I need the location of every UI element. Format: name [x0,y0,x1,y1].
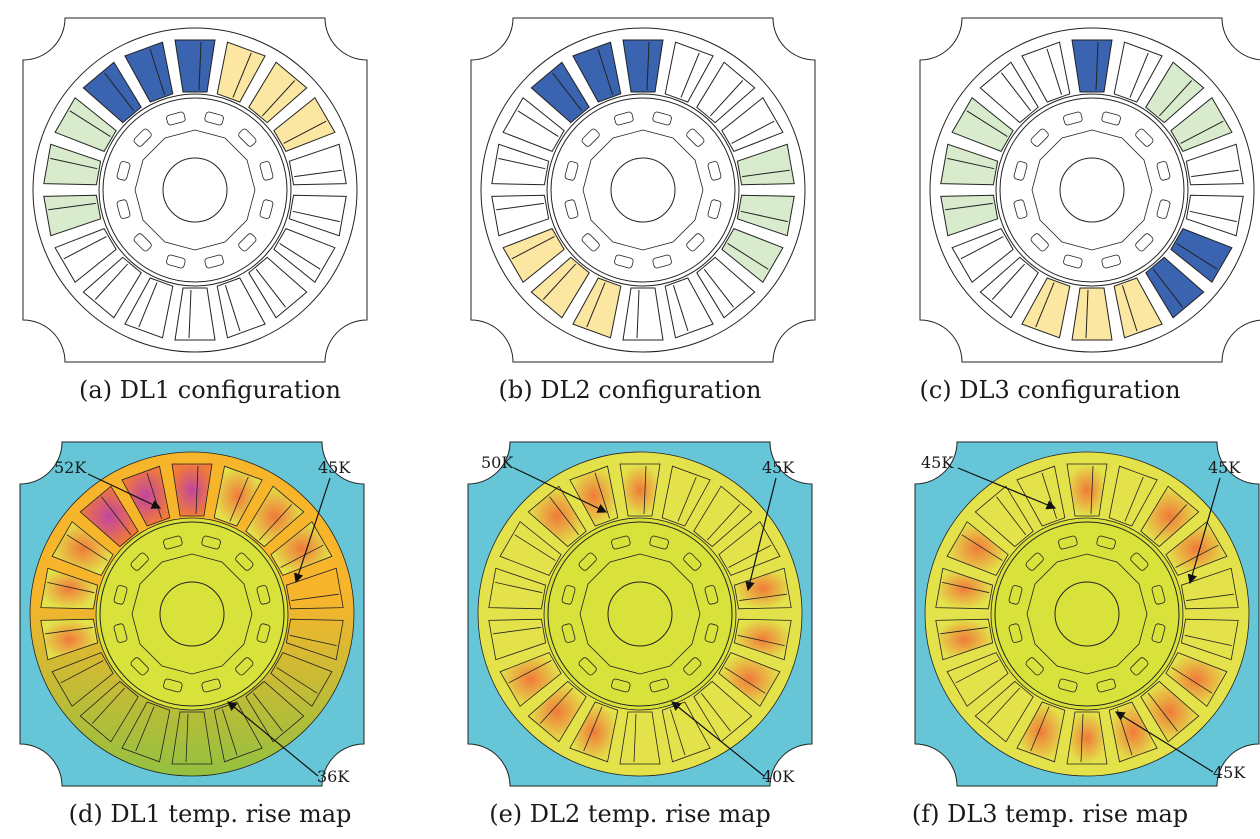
stator-slot [216,277,266,339]
heat-slot [488,567,547,610]
heat-slot [1108,465,1158,527]
heat-slot [40,618,99,661]
motor-cross-section-dl3-config [919,17,1260,363]
motor-cross-section-dl1-config [22,17,368,363]
label-e-hot: 50K [481,453,514,472]
stator-slot [1071,287,1113,341]
stator-slot [721,96,784,153]
stator-slot [174,287,216,341]
caption-f: (f) DL3 temp. rise map [911,800,1189,828]
motor-cross-section-dl2-config [470,17,816,363]
heat-slot [79,680,139,743]
heat-slot [121,701,171,763]
label-d-tooth: 45K [318,458,351,477]
stator-slot [940,143,999,186]
temp-rise-map-dl1 [19,441,365,787]
stator-slot [288,194,347,237]
stator-slot [216,41,266,103]
heat-slot [974,680,1034,743]
heat-slot [1016,701,1066,763]
stator-slot [530,256,590,319]
heat-slot [733,618,792,661]
heat-slot [718,521,781,576]
stator-slot [491,194,550,237]
stator-slot [1113,277,1163,339]
stator-slot [940,194,999,237]
caption-e: (e) DL2 temp. rise map [489,800,771,828]
stator-slot [54,227,117,284]
stator-slot [1113,41,1163,103]
stator-slot [736,143,795,186]
heat-slot [171,463,213,517]
heat-slot [619,711,661,765]
stator-slot [736,194,795,237]
heat-slot [935,618,994,661]
stator-slot [951,227,1014,284]
heat-slot [619,463,661,517]
stator-slot [664,277,714,339]
heat-slot [499,521,562,576]
stator-slot [979,256,1039,319]
stator-slot [572,277,622,339]
caption-c: (c) DL3 configuration [919,376,1181,404]
stator-slot [696,256,756,319]
heat-slot [1066,463,1108,517]
stator-slot [124,41,174,103]
heat-slot [946,652,1009,707]
stator-slot [572,41,622,103]
label-e-tooth: 45K [762,458,795,477]
stator-slot [1021,41,1071,103]
heat-slot [661,465,711,527]
temp-rise-map-dl2 [467,441,813,787]
stator-slot [1185,194,1244,237]
label-f-bottom: 45K [1213,763,1246,782]
stator-slot [622,39,664,93]
stator-slot [174,39,216,93]
stator-slot [979,61,1039,124]
stator-slot [1145,256,1205,319]
stator-slot [1185,143,1244,186]
caption-b: (b) DL2 configuration [498,376,762,404]
heat-slot [499,652,562,707]
heat-slot [171,711,213,765]
stator-slot [248,256,308,319]
stator-slot [43,143,102,186]
stator-slot [273,96,336,153]
stator-slot [43,194,102,237]
stator-slot [82,256,142,319]
heat-slot [40,567,99,610]
stator-slot [1145,61,1205,124]
heat-slot [51,652,114,707]
stator-slot [1071,39,1113,93]
heat-slot [1066,711,1108,765]
label-d-hot: 52K [54,458,87,477]
stator-slot [82,61,142,124]
heat-slot [1180,618,1239,661]
heat-slot [285,618,344,661]
stator-slot [288,143,347,186]
stator-slot [124,277,174,339]
caption-a: (a) DL1 configuration [79,376,341,404]
caption-d: (d) DL1 temp. rise map [68,800,352,828]
heat-slot [527,680,587,743]
label-e-bottom: 40K [762,767,795,786]
stator-slot [248,61,308,124]
stator-slot [491,143,550,186]
heat-slot [569,701,619,763]
stator-slot [1170,96,1233,153]
heat-slot [488,618,547,661]
heat-slot [213,465,263,527]
stator-slot [664,41,714,103]
stator-slot [696,61,756,124]
label-f-top-left: 45K [921,453,954,472]
label-d-bottom: 36K [317,767,350,786]
stator-slot [1021,277,1071,339]
stator-slot [502,227,565,284]
label-f-top-right: 45K [1208,458,1241,477]
heat-slot [935,567,994,610]
stator-slot [530,61,590,124]
stator-slot [622,287,664,341]
temp-rise-map-dl3 [914,441,1260,787]
